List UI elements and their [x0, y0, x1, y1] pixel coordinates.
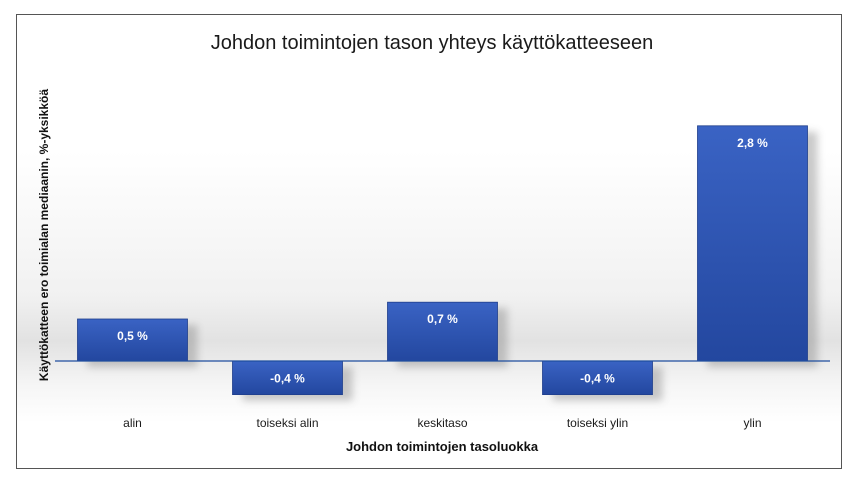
- bar-2: [232, 360, 343, 395]
- data-label-4: -0,4 %: [580, 372, 615, 386]
- category-label-2: toiseksi alin: [256, 416, 318, 430]
- data-label-3: 0,7 %: [427, 312, 458, 326]
- category-label-4: toiseksi ylin: [567, 416, 628, 430]
- bar-3: [387, 301, 498, 362]
- bar-5: [697, 125, 808, 362]
- data-label-2: -0,4 %: [270, 372, 305, 386]
- category-label-5: ylin: [743, 416, 761, 430]
- category-label-3: keskitaso: [417, 416, 467, 430]
- x-axis-label: Johdon toimintojen tasoluokka: [345, 439, 539, 454]
- bar-1: [77, 318, 188, 362]
- chart-title: Johdon toimintojen tason yhteys käyttöka…: [210, 32, 654, 54]
- data-label-5: 2,8 %: [737, 136, 768, 150]
- category-label-1: alin: [123, 416, 142, 430]
- bar-4: [542, 360, 653, 395]
- data-label-1: 0,5 %: [117, 329, 148, 343]
